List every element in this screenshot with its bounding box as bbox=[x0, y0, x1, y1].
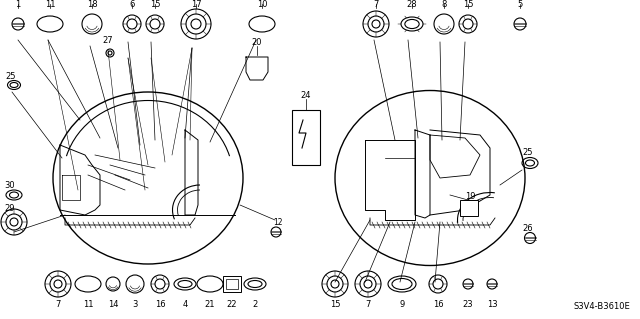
Text: 7: 7 bbox=[55, 300, 61, 309]
Text: 24: 24 bbox=[301, 91, 311, 100]
Polygon shape bbox=[246, 57, 268, 80]
Text: 2: 2 bbox=[252, 300, 258, 309]
Text: S3V4-B3610E: S3V4-B3610E bbox=[573, 302, 630, 311]
Text: 19: 19 bbox=[465, 192, 476, 201]
Text: 28: 28 bbox=[406, 0, 417, 9]
Text: 14: 14 bbox=[108, 300, 118, 309]
Text: 16: 16 bbox=[433, 300, 444, 309]
Text: 22: 22 bbox=[227, 300, 237, 309]
Text: 5: 5 bbox=[517, 0, 523, 9]
Text: 1: 1 bbox=[15, 0, 20, 9]
Bar bbox=[226, 279, 238, 289]
Text: 11: 11 bbox=[45, 0, 55, 9]
Text: 8: 8 bbox=[442, 0, 447, 9]
Bar bbox=[460, 200, 478, 216]
Text: 25: 25 bbox=[6, 72, 16, 81]
Text: 29: 29 bbox=[4, 204, 15, 213]
Text: 25: 25 bbox=[523, 148, 533, 157]
Text: 27: 27 bbox=[102, 36, 113, 45]
Text: 15: 15 bbox=[463, 0, 473, 9]
Text: 7: 7 bbox=[373, 0, 379, 9]
Text: 16: 16 bbox=[155, 300, 165, 309]
Text: 15: 15 bbox=[150, 0, 160, 9]
Text: 11: 11 bbox=[83, 300, 93, 309]
Text: 6: 6 bbox=[129, 0, 134, 9]
Text: 13: 13 bbox=[486, 300, 497, 309]
Text: 3: 3 bbox=[132, 300, 138, 309]
Text: 7: 7 bbox=[365, 300, 371, 309]
Text: 9: 9 bbox=[399, 300, 404, 309]
Text: 23: 23 bbox=[463, 300, 474, 309]
Bar bbox=[292, 110, 320, 165]
Text: 18: 18 bbox=[86, 0, 97, 9]
Text: 21: 21 bbox=[205, 300, 215, 309]
Text: 15: 15 bbox=[330, 300, 340, 309]
Text: 20: 20 bbox=[252, 38, 262, 47]
Text: 12: 12 bbox=[273, 218, 283, 227]
Text: 17: 17 bbox=[191, 0, 202, 9]
Text: 4: 4 bbox=[182, 300, 188, 309]
Text: 10: 10 bbox=[257, 0, 268, 9]
Bar bbox=[223, 276, 241, 292]
Text: 26: 26 bbox=[523, 224, 533, 233]
Text: 30: 30 bbox=[4, 181, 15, 190]
